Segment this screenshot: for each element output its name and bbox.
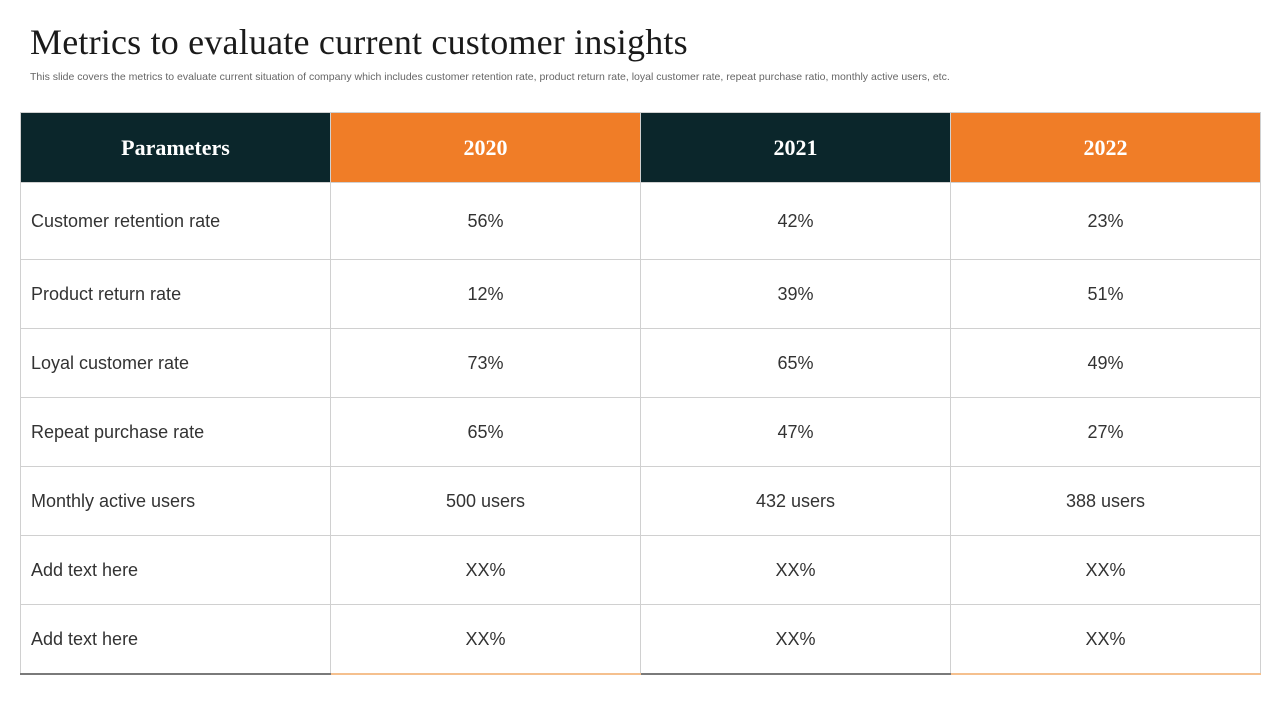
cell-2022: 51% — [950, 259, 1261, 329]
table-row: Loyal customer rate 73% 65% 49% — [20, 328, 1261, 398]
cell-2022: 27% — [950, 397, 1261, 467]
header-parameters: Parameters — [20, 112, 331, 183]
row-parameter: Product return rate — [20, 259, 331, 329]
metrics-table: Parameters 2020 2021 2022 Customer reten… — [20, 112, 1261, 675]
row-parameter: Add text here — [20, 604, 331, 675]
table-header-row: Parameters 2020 2021 2022 — [20, 112, 1261, 183]
cell-2020: 73% — [330, 328, 641, 398]
cell-2021: 39% — [640, 259, 951, 329]
row-parameter: Loyal customer rate — [20, 328, 331, 398]
cell-2022: 49% — [950, 328, 1261, 398]
header-2020: 2020 — [330, 112, 641, 183]
cell-2021: 47% — [640, 397, 951, 467]
cell-2021: XX% — [640, 604, 951, 675]
cell-2022: 388 users — [950, 466, 1261, 536]
cell-2022: XX% — [950, 604, 1261, 675]
cell-2020: 56% — [330, 182, 641, 260]
page-subtitle: This slide covers the metrics to evaluat… — [30, 71, 950, 83]
cell-2020: 500 users — [330, 466, 641, 536]
table-row: Repeat purchase rate 65% 47% 27% — [20, 397, 1261, 467]
row-parameter: Add text here — [20, 535, 331, 605]
row-parameter: Monthly active users — [20, 466, 331, 536]
cell-2022: 23% — [950, 182, 1261, 260]
cell-2021: 432 users — [640, 466, 951, 536]
row-parameter: Repeat purchase rate — [20, 397, 331, 467]
table-row: Product return rate 12% 39% 51% — [20, 259, 1261, 329]
cell-2020: 65% — [330, 397, 641, 467]
header-2022: 2022 — [950, 112, 1261, 183]
page-title: Metrics to evaluate current customer ins… — [30, 22, 688, 62]
cell-2021: 65% — [640, 328, 951, 398]
table-row: Customer retention rate 56% 42% 23% — [20, 182, 1261, 260]
row-parameter: Customer retention rate — [20, 182, 331, 260]
table-row: Monthly active users 500 users 432 users… — [20, 466, 1261, 536]
cell-2021: XX% — [640, 535, 951, 605]
table-row: Add text here XX% XX% XX% — [20, 535, 1261, 605]
cell-2020: XX% — [330, 535, 641, 605]
cell-2021: 42% — [640, 182, 951, 260]
cell-2020: XX% — [330, 604, 641, 675]
cell-2022: XX% — [950, 535, 1261, 605]
table-row: Add text here XX% XX% XX% — [20, 604, 1261, 675]
header-2021: 2021 — [640, 112, 951, 183]
cell-2020: 12% — [330, 259, 641, 329]
